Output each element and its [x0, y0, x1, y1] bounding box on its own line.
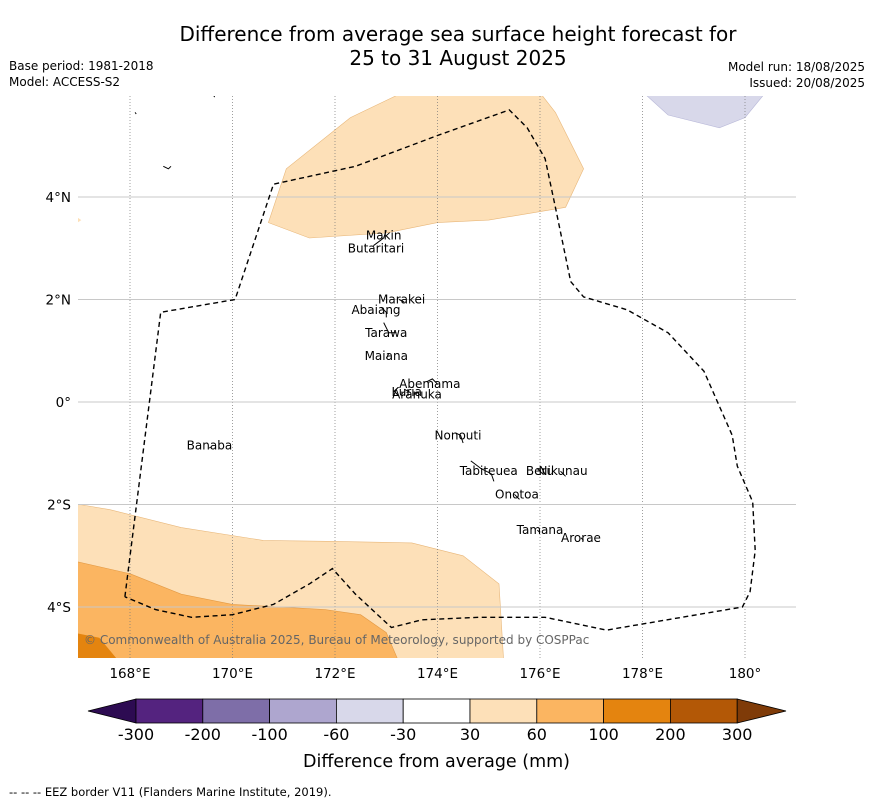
island-coastline [414, 391, 420, 395]
place-label: Nonouti [435, 428, 482, 442]
lat-tick-label: 4°N [46, 190, 71, 206]
lon-tick-label: 180° [729, 666, 762, 682]
colorbar-tick-label: -200 [185, 725, 221, 744]
colorbar-tick-label: -60 [323, 725, 349, 744]
latitude-tick-labels: 4°N 2°N 0° 2°S 4°S [46, 190, 71, 616]
anomaly-region-neg30-neg60-northeast [646, 96, 764, 129]
grid-lines [78, 96, 796, 658]
lat-tick-label: 4°S [47, 600, 71, 616]
place-label: Beru [526, 464, 554, 478]
island-coastline [213, 96, 216, 98]
place-label: Onotoa [495, 487, 539, 501]
island-coastline [383, 322, 397, 334]
anomaly-region-30-60-edge [78, 217, 82, 223]
model-run: Model run: 18/08/2025 [727, 60, 865, 74]
island-coastline [537, 529, 541, 534]
place-label: Makin [366, 228, 402, 242]
colorbar-tick-label: 100 [588, 725, 619, 744]
copyright-notice: © Commonwealth of Australia 2025, Bureau… [84, 633, 589, 647]
place-label: Kuria [392, 385, 423, 399]
base-period: Base period: 1981-2018 [9, 59, 154, 73]
title-line-1: Difference from average sea surface heig… [179, 22, 737, 46]
island-coastline [514, 493, 520, 500]
place-label: Maiana [365, 349, 408, 363]
colorbar-tick-label: 300 [722, 725, 753, 744]
lon-tick-label: 178°E [622, 666, 663, 682]
issued-date: Issued: 20/08/2025 [749, 76, 865, 90]
island-coastline [537, 468, 543, 475]
colorbar-tick-label: -300 [118, 725, 154, 744]
island-outlines [134, 87, 584, 541]
island-coastline [403, 388, 410, 393]
colorbar-tick-label: 200 [655, 725, 686, 744]
colorbar-segment [135, 698, 204, 724]
island-coastline [560, 470, 566, 477]
colorbar-tick-label: 30 [460, 725, 480, 744]
anomaly-region-60-100-south [78, 561, 398, 658]
colorbar-tick-label: -30 [390, 725, 416, 744]
meta-left: Base period: 1981-2018 Model: ACCESS-S2 [9, 58, 154, 90]
island-coastline [163, 165, 172, 170]
map-title: Difference from average sea surface heig… [120, 22, 796, 70]
colorbar-segment [269, 698, 337, 724]
longitude-tick-labels: 168°E 170°E 172°E 174°E 176°E 178°E 180° [109, 666, 761, 682]
lon-tick-label: 170°E [212, 666, 253, 682]
colorbar-label: Difference from average (mm) [303, 752, 570, 772]
colorbar-segment [536, 698, 604, 724]
island-coastline [134, 112, 137, 115]
place-label: Abaiang [351, 303, 400, 317]
colorbar-segment [402, 698, 471, 724]
place-label: Butaritari [348, 241, 405, 255]
lon-tick-label: 176°E [519, 666, 560, 682]
meta-right: Model run: 18/08/2025 Issued: 20/08/2025 [728, 59, 865, 91]
island-coastline [209, 446, 211, 449]
colorbar-extend-min [87, 698, 137, 724]
place-label: Nikunau [539, 464, 588, 478]
eez-border [124, 109, 756, 631]
colorbar-segment [603, 698, 671, 724]
place-label: Banaba [187, 439, 233, 453]
colorbar-tick-label: 60 [527, 725, 547, 744]
lon-tick-label: 172°E [314, 666, 355, 682]
anomaly-region-100-200-south [78, 633, 117, 658]
island-coastline [455, 432, 464, 444]
place-label: Abemama [399, 377, 460, 391]
lat-tick-label: 0° [56, 395, 71, 411]
colorbar-segment [670, 698, 738, 724]
island-coastline [427, 378, 438, 385]
island-coastline [580, 537, 584, 541]
island-coastline [385, 353, 390, 359]
place-label: Tabiteuea [459, 464, 518, 478]
title-line-2: 25 to 31 August 2025 [349, 46, 567, 70]
place-label: Aranuka [392, 387, 442, 401]
lon-tick-label: 168°E [109, 666, 150, 682]
place-label: Marakei [378, 293, 425, 307]
island-coastline [202, 87, 207, 92]
island-coastline [380, 306, 387, 318]
island-coastline [373, 230, 387, 247]
lat-tick-label: 2°S [47, 498, 71, 514]
island-coastline [470, 460, 495, 482]
lon-tick-label: 174°E [417, 666, 458, 682]
place-label: Tamana [516, 523, 564, 537]
place-label: Arorae [561, 531, 601, 545]
colorbar-segment [202, 698, 271, 724]
colorbar: -300 -200 -100 -60 -30 30 60 100 200 300 [87, 698, 787, 744]
colorbar-extend-max [736, 698, 787, 724]
model-name: Model: ACCESS-S2 [9, 75, 121, 89]
colorbar-segment [469, 698, 538, 724]
place-label: Tarawa [364, 326, 407, 340]
colorbar-segment [335, 698, 404, 724]
anomaly-region-30-60-north [268, 96, 584, 239]
eez-footer-note: -- -- -- EEZ border V11 (Flanders Marine… [9, 785, 332, 799]
island-coastline [398, 299, 405, 303]
lat-tick-label: 2°N [46, 293, 71, 309]
colorbar-tick-label: -100 [251, 725, 287, 744]
